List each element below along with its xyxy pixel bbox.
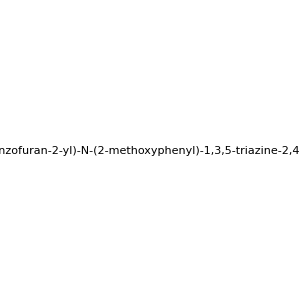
Text: 6-(1-benzofuran-2-yl)-N-(2-methoxyphenyl)-1,3,5-triazine-2,4-diamine: 6-(1-benzofuran-2-yl)-N-(2-methoxyphenyl… (0, 146, 300, 157)
